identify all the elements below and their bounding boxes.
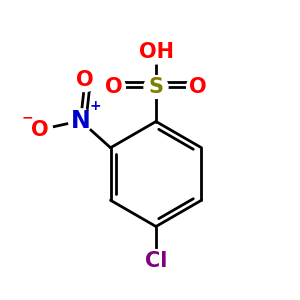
Text: −: −	[22, 110, 33, 124]
Ellipse shape	[141, 41, 171, 64]
Text: O: O	[189, 77, 207, 97]
Text: O: O	[31, 120, 49, 140]
Text: S: S	[148, 77, 164, 97]
Ellipse shape	[74, 69, 96, 92]
Text: +: +	[89, 99, 101, 113]
Text: N: N	[71, 109, 90, 133]
Text: OH: OH	[139, 43, 173, 62]
Ellipse shape	[187, 76, 209, 98]
Text: O: O	[76, 70, 94, 90]
Ellipse shape	[68, 109, 92, 133]
Ellipse shape	[142, 250, 170, 272]
Ellipse shape	[103, 76, 125, 98]
Text: Cl: Cl	[145, 251, 167, 271]
Text: O: O	[105, 77, 123, 97]
Ellipse shape	[144, 76, 168, 98]
Ellipse shape	[27, 118, 52, 141]
